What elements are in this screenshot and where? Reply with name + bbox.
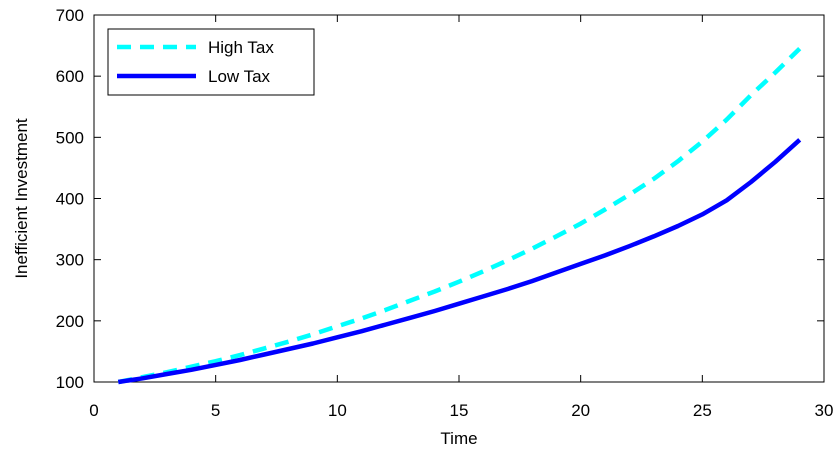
x-tick-label: 10: [328, 401, 347, 420]
y-tick-label: 400: [56, 190, 84, 209]
x-tick-label: 30: [815, 401, 834, 420]
series-layer: [117, 46, 802, 385]
y-tick-label: 600: [56, 67, 84, 86]
series-line-low-tax: [117, 138, 802, 385]
x-tick-label: 20: [571, 401, 590, 420]
series-line-high-tax: [117, 46, 802, 385]
x-tick-label: 0: [89, 401, 98, 420]
y-tick-label: 100: [56, 373, 84, 392]
y-tick-label: 700: [56, 6, 84, 25]
legend-label-high-tax: High Tax: [208, 38, 274, 57]
x-tick-label: 5: [211, 401, 220, 420]
y-tick-label: 200: [56, 312, 84, 331]
legend-label-low-tax: Low Tax: [208, 67, 271, 86]
legend: High Tax Low Tax: [107, 28, 315, 96]
axis-ticks: 0 5 10 15 20 25 30 100 200 300 400 500 600 700: [56, 6, 834, 420]
x-tick-label: 15: [450, 401, 469, 420]
y-tick-label: 500: [56, 128, 84, 147]
legend-box: [107, 28, 315, 96]
y-axis-title: Inefficient Investment: [12, 118, 31, 279]
y-tick-label: 300: [56, 251, 84, 270]
x-tick-label: 25: [693, 401, 712, 420]
x-axis-title: Time: [440, 429, 477, 448]
